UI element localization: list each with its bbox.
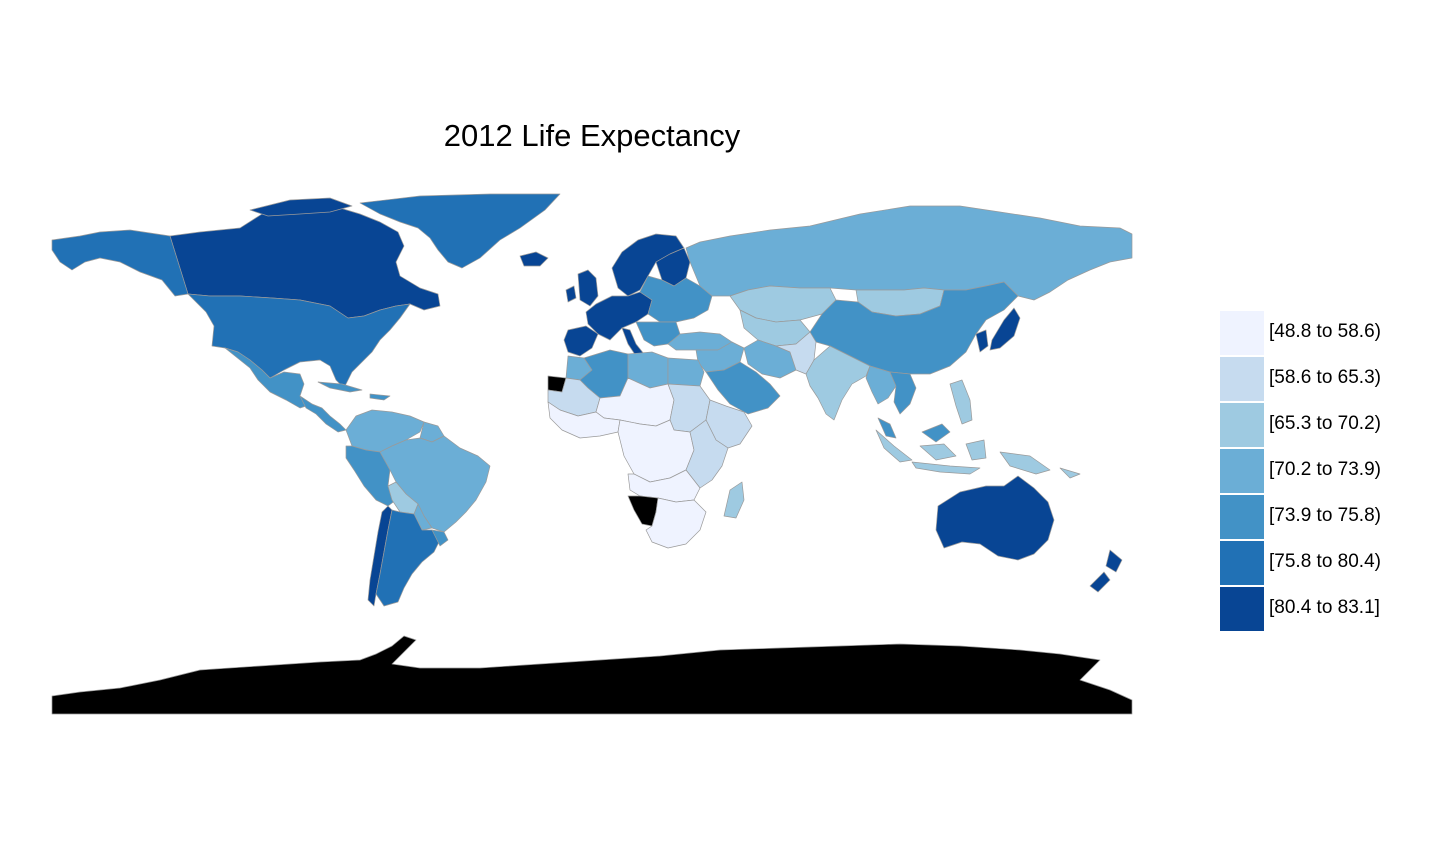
region-indonesia <box>911 461 981 475</box>
region-central-america <box>299 395 347 433</box>
region-southern-africa <box>645 497 707 549</box>
legend-swatch <box>1219 310 1265 356</box>
region-new-zealand <box>1089 571 1111 593</box>
legend-swatch <box>1219 356 1265 402</box>
world-map <box>51 193 1133 715</box>
region-malaysia <box>877 417 897 439</box>
region-indonesia <box>875 429 913 463</box>
region-angola-zambia <box>627 469 701 503</box>
legend-label: [70.2 to 73.9) <box>1269 459 1381 480</box>
region-australia <box>935 475 1055 561</box>
region-malaysia <box>921 423 951 443</box>
region-greenland <box>359 193 561 269</box>
legend-swatch <box>1219 494 1265 540</box>
region-korea-japan <box>989 307 1021 351</box>
legend-label: [75.8 to 80.4) <box>1269 551 1381 572</box>
region-korea-japan <box>975 329 989 353</box>
region-indonesia <box>965 439 987 461</box>
region-papua-new-guinea <box>1059 467 1081 479</box>
region-papua-new-guinea <box>999 451 1051 475</box>
region-uk-ireland <box>565 285 577 303</box>
region-arabia <box>705 361 781 415</box>
region-egypt <box>667 357 705 387</box>
region-iceland <box>519 251 549 267</box>
region-russia <box>685 205 1133 301</box>
region-madagascar <box>723 481 745 519</box>
legend-swatch <box>1219 586 1265 632</box>
region-argentina <box>375 509 441 607</box>
region-indochina <box>889 371 917 415</box>
region-canada <box>249 197 353 217</box>
legend-swatch <box>1219 448 1265 494</box>
legend-swatch <box>1219 402 1265 448</box>
region-east-africa <box>685 419 729 489</box>
region-uruguay <box>431 529 449 547</box>
region-iberia <box>563 325 599 357</box>
region-caribbean <box>369 393 391 401</box>
legend-label: [48.8 to 58.6) <box>1269 321 1381 342</box>
legend-label: [73.9 to 75.8) <box>1269 505 1381 526</box>
region-new-zealand <box>1105 549 1123 573</box>
map-title: 2012 Life Expectancy <box>443 118 741 153</box>
region-uk-ireland <box>577 269 599 307</box>
legend-label: [65.3 to 70.2) <box>1269 413 1381 434</box>
region-philippines <box>949 379 973 425</box>
region-indonesia <box>919 443 957 461</box>
region-eastern-europe <box>639 275 713 323</box>
region-caribbean <box>317 381 363 393</box>
legend-label: [80.4 to 83.1] <box>1269 597 1380 618</box>
legend-label: [58.6 to 65.3) <box>1269 367 1381 388</box>
legend-swatch <box>1219 540 1265 586</box>
region-antarctica <box>51 635 1133 715</box>
region-alaska <box>51 229 189 297</box>
region-india <box>805 345 871 421</box>
